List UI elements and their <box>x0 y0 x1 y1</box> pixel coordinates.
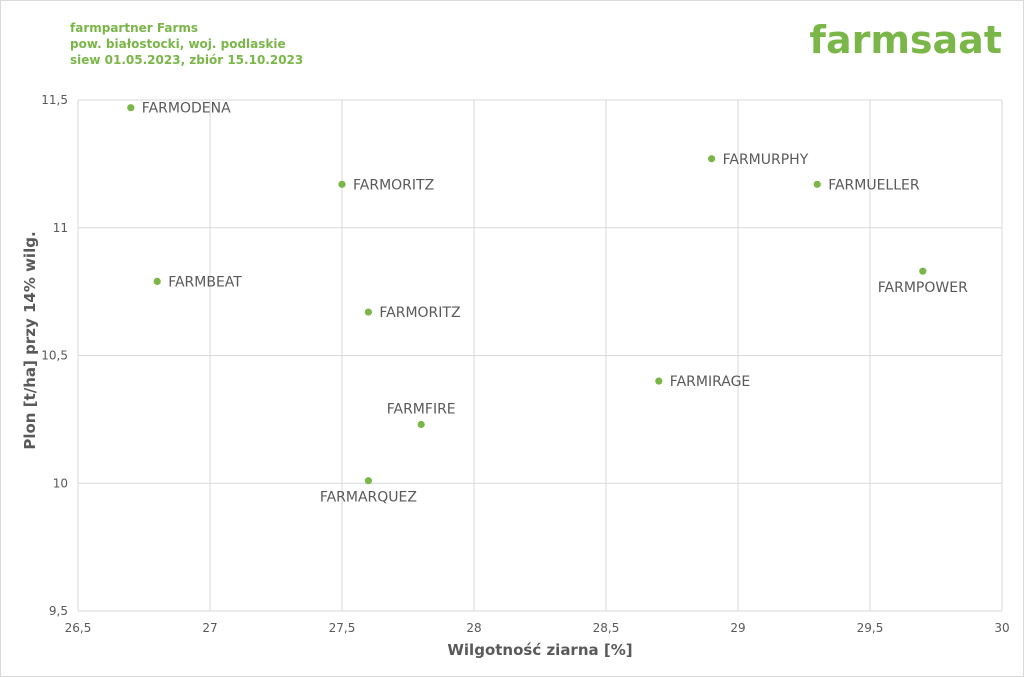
chart-header: farmpartner Farms pow. białostocki, woj.… <box>70 20 303 68</box>
y-tick-label: 9,5 <box>49 604 68 618</box>
grid-lines <box>77 99 1003 612</box>
data-point <box>364 308 372 316</box>
data-point-label: FARMFIRE <box>387 401 456 417</box>
x-tick-label: 29 <box>730 621 745 635</box>
x-tick-label: 27 <box>202 621 217 635</box>
x-tick-label: 30 <box>994 621 1009 635</box>
y-axis-ticks: 9,5 10 10,5 11 11,5 <box>41 93 68 618</box>
data-point-label: FARMUELLER <box>828 177 920 193</box>
header-location: pow. białostocki, woj. podlaskie <box>70 37 286 51</box>
data-point-label: FARMPOWER <box>878 280 968 296</box>
data-point <box>813 180 821 188</box>
data-point <box>153 277 161 286</box>
data-point <box>417 420 425 429</box>
y-axis-title: Plon [t/ha] przy 14% wilg. <box>21 231 39 449</box>
data-point-label: FARMIRAGE <box>670 374 750 390</box>
x-axis-title: Wilgotność ziarna [%] <box>447 641 632 659</box>
farmsaat-logo: farmsaat <box>809 18 1002 62</box>
x-tick-label: 28 <box>466 621 481 635</box>
header-dates: siew 01.05.2023, zbiór 15.10.2023 <box>70 53 304 67</box>
data-points: FARMODENA FARMORITZ FARMURPHY FARMUELLER FAR… <box>127 101 968 506</box>
data-point <box>127 104 135 112</box>
x-axis-ticks: 26,5 27 27,5 28 28,5 29 29,5 30 <box>65 621 1010 635</box>
x-tick-label: 27,5 <box>329 621 356 635</box>
data-point-label: FARMORITZ <box>379 305 460 321</box>
y-tick-label: 10 <box>53 476 68 490</box>
x-tick-label: 28,5 <box>593 621 620 635</box>
header-farm-name: farmpartner Farms <box>70 21 199 35</box>
data-point-label: FARMORITZ <box>353 177 434 193</box>
y-tick-label: 11,5 <box>41 93 68 107</box>
x-tick-label: 29,5 <box>857 621 884 635</box>
data-point-label: FARMODENA <box>142 101 231 117</box>
y-tick-label: 11 <box>53 221 68 235</box>
data-point <box>919 267 927 275</box>
data-point-label: FARMBEAT <box>168 274 242 290</box>
data-point-label: FARMURPHY <box>723 152 809 168</box>
x-tick-label: 26,5 <box>65 621 92 635</box>
data-point <box>655 377 663 385</box>
data-point <box>708 155 716 163</box>
data-point-label: FARMARQUEZ <box>320 490 417 506</box>
data-point <box>364 477 372 485</box>
y-tick-label: 10,5 <box>41 349 68 363</box>
data-point <box>338 180 346 188</box>
